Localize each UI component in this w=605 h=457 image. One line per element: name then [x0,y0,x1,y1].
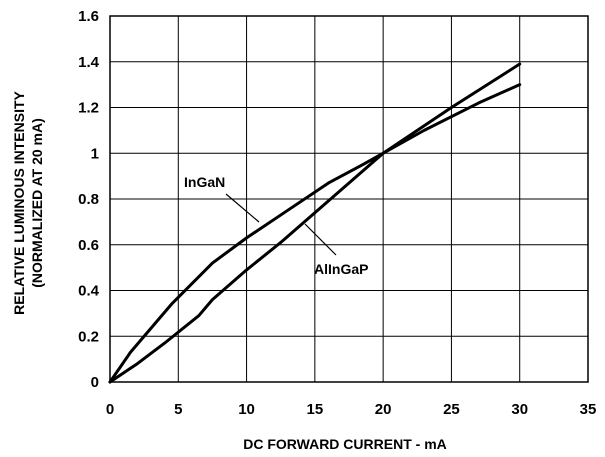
y-tick-label-2: 0.4 [78,283,100,300]
y-axis-label-line-2: (NORMALIZED AT 20 mA) [29,118,45,288]
grid [109,15,589,383]
series-layer [108,62,522,384]
y-tick-label-7: 1.4 [78,54,100,71]
y-axis-label-line-1: RELATIVE LUMINOUS INTENSITY [11,90,27,314]
x-axis-label: DC FORWARD CURRENT - mA [243,436,447,452]
x-tick-label-3: 15 [307,401,324,418]
ingan-annotation: InGaN [184,174,225,190]
series-line-alingap [108,62,522,384]
ingan-leader-line [225,193,260,223]
alingap-leader-line [304,223,337,256]
plot-frame [109,15,589,383]
x-tick-label-5: 25 [443,401,460,418]
x-tick-label-6: 30 [511,401,528,418]
tick-labels: 0 5 10 15 20 25 30 35 0 0.2 0.4 0.6 0.8 1 1.2 1.4 1.6 [78,8,596,418]
x-tick-label-0: 0 [106,401,114,418]
y-tick-label-0: 0 [91,374,99,391]
y-tick-label-5: 1 [91,145,99,162]
y-axis-label: RELATIVE LUMINOUS INTENSITY (NORMALIZED … [11,90,45,314]
y-tick-label-1: 0.2 [78,328,99,345]
y-tick-label-3: 0.6 [78,237,99,254]
alingap-annotation: AlInGaP [314,261,368,277]
y-tick-label-4: 0.8 [78,191,99,208]
x-tick-label-4: 20 [375,401,392,418]
y-tick-label-6: 1.2 [78,100,99,117]
x-tick-label-1: 5 [174,401,182,418]
x-tick-label-7: 35 [580,401,597,418]
x-tick-label-2: 10 [238,401,255,418]
series-line-ingan [108,83,522,384]
y-tick-label-8: 1.6 [78,8,99,25]
